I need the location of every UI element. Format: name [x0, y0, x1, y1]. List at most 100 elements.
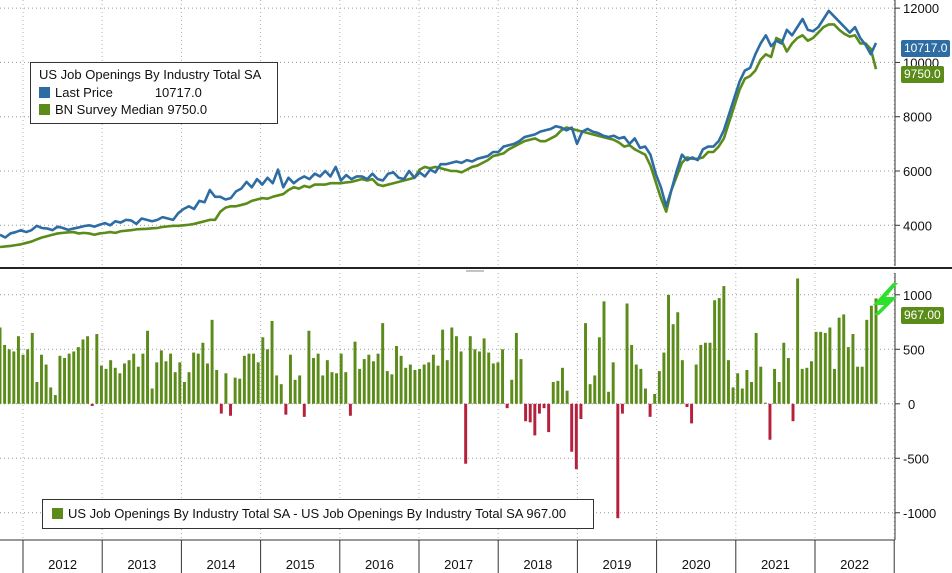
difference-bar — [321, 375, 325, 404]
difference-bar — [381, 323, 385, 404]
difference-bar — [113, 367, 117, 404]
difference-bar — [408, 364, 412, 404]
difference-bar — [233, 377, 237, 404]
difference-bar — [676, 312, 680, 404]
x-axis-label: 2012 — [48, 557, 77, 572]
difference-bar — [298, 375, 302, 404]
difference-bar — [353, 341, 357, 404]
difference-bar — [565, 390, 569, 404]
x-axis-label: 2015 — [286, 557, 315, 572]
difference-bar — [537, 403, 541, 414]
difference-bar — [639, 368, 643, 404]
difference-bar — [330, 372, 334, 404]
difference-bar — [574, 403, 578, 470]
difference-bar — [362, 359, 366, 404]
last-price-tag: 10717.0 — [901, 40, 951, 57]
top-y-tick-label: 8000 — [903, 110, 932, 125]
difference-bar — [630, 344, 634, 404]
difference-bar — [662, 352, 666, 404]
difference-bar — [874, 298, 878, 404]
difference-bar — [450, 327, 454, 404]
x-axis-label: 2021 — [761, 557, 790, 572]
difference-bar — [551, 381, 555, 404]
difference-bar — [842, 314, 846, 404]
difference-bar — [625, 303, 629, 404]
bottom-legend-row: US Job Openings By Industry Total SA - U… — [52, 506, 566, 521]
difference-bar — [58, 355, 62, 404]
bottom-legend: US Job Openings By Industry Total SA - U… — [42, 499, 594, 529]
difference-bar — [348, 403, 352, 416]
bottom-y-tick-label: 1000 — [903, 288, 932, 303]
difference-bar — [782, 342, 786, 404]
survey-tag: 9750.0 — [901, 66, 944, 83]
difference-bar — [164, 361, 168, 404]
top-legend: US Job Openings By Industry Total SA Las… — [30, 62, 278, 124]
x-axis-label: 2019 — [603, 557, 632, 572]
difference-bar — [773, 368, 777, 404]
difference-bar — [109, 360, 113, 404]
difference-bar — [118, 373, 122, 404]
last-price-line — [0, 9, 878, 239]
legend-row-survey: BN Survey Median 9750.0 — [39, 102, 207, 117]
difference-bar — [685, 403, 689, 408]
difference-bar — [644, 388, 647, 404]
difference-bar — [602, 301, 606, 404]
difference-bar — [413, 369, 417, 404]
legend-row-last-price: Last Price 10717.0 — [39, 85, 202, 100]
difference-bar — [703, 342, 707, 404]
difference-bar — [837, 317, 841, 404]
difference-bar — [763, 402, 767, 404]
difference-bar — [556, 380, 560, 404]
difference-bar — [823, 332, 827, 404]
difference-bar — [90, 403, 94, 406]
last-price-label: Last Price — [55, 85, 113, 100]
difference-bar — [335, 373, 339, 404]
difference-bar — [796, 278, 800, 404]
bottom-y-tick-label: -1000 — [903, 506, 936, 521]
difference-bar — [487, 352, 491, 404]
difference-bar — [588, 384, 592, 404]
difference-bar — [846, 347, 850, 404]
difference-bar — [86, 336, 90, 404]
difference-tag: 967.00 — [901, 307, 944, 324]
difference-bar — [367, 354, 371, 404]
difference-bar — [127, 360, 131, 404]
difference-bars — [0, 278, 878, 519]
x-axis-label: 2022 — [840, 557, 869, 572]
difference-bar — [339, 353, 343, 404]
difference-bar — [805, 367, 809, 404]
difference-bar — [21, 354, 25, 404]
difference-bar — [422, 364, 426, 404]
difference-bar — [196, 353, 200, 404]
difference-bar — [865, 319, 869, 404]
difference-bar — [740, 388, 744, 404]
difference-bar — [722, 286, 726, 404]
top-y-tick-label: 4000 — [903, 218, 932, 233]
difference-bar — [454, 336, 458, 404]
difference-bar — [699, 344, 703, 404]
difference-bar — [777, 381, 781, 404]
x-axis-label: 2018 — [523, 557, 552, 572]
difference-bar — [270, 320, 274, 404]
difference-bar — [542, 403, 546, 409]
difference-bar — [279, 384, 283, 404]
survey-label: BN Survey Median — [55, 102, 164, 117]
difference-bar — [67, 353, 71, 404]
difference-bar — [427, 362, 431, 404]
difference-bar — [63, 358, 67, 404]
difference-bar — [607, 391, 611, 404]
difference-bar — [754, 332, 758, 404]
difference-bar — [860, 366, 864, 404]
survey-swatch — [39, 104, 50, 115]
difference-bar — [514, 332, 518, 404]
difference-bar — [736, 373, 740, 404]
difference-bar — [809, 361, 813, 404]
difference-bar — [385, 371, 389, 404]
difference-bar — [261, 337, 265, 404]
difference-bar — [182, 381, 186, 404]
difference-bar — [390, 374, 394, 404]
difference-bar — [800, 368, 804, 404]
difference-bar — [708, 342, 712, 404]
panel-gap — [0, 266, 952, 273]
